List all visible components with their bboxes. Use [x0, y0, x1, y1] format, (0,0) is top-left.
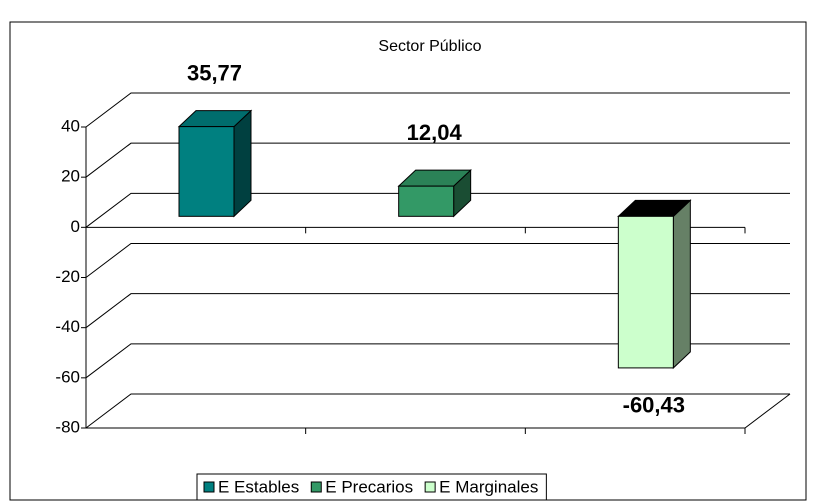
- grid-line: [85, 393, 790, 429]
- chart-title: Sector Público: [378, 38, 481, 55]
- grid-line: [85, 192, 790, 228]
- legend: [196, 473, 547, 501]
- legend-marker: [310, 481, 322, 493]
- grid-line: [85, 142, 790, 178]
- bar-side: [233, 109, 252, 218]
- grid-line: [85, 293, 790, 329]
- bar: [617, 215, 674, 369]
- legend-marker: [203, 481, 215, 493]
- y-tick-label: 20: [61, 167, 80, 186]
- bar: [398, 185, 455, 217]
- y-tick-label: -80: [55, 417, 80, 436]
- bar-side: [672, 199, 691, 370]
- y-tick-label: 40: [61, 116, 80, 135]
- legend-label: E Marginales: [439, 477, 538, 496]
- value-label: 35,77: [187, 60, 242, 85]
- value-label: 12,04: [407, 120, 463, 145]
- grid-line: [85, 343, 790, 379]
- grid-line: [85, 243, 790, 278]
- bar: [178, 126, 235, 217]
- y-tick-label: -60: [55, 367, 80, 386]
- y-tick-label: 0: [71, 217, 80, 236]
- legend-marker: [424, 481, 436, 493]
- value-label: -60,43: [623, 393, 685, 418]
- grid-line: [85, 92, 790, 128]
- y-tick-label: -40: [55, 317, 80, 336]
- y-tick-label: -20: [55, 267, 80, 286]
- legend-label: E Estables: [218, 477, 299, 496]
- legend-label: E Precarios: [325, 477, 413, 496]
